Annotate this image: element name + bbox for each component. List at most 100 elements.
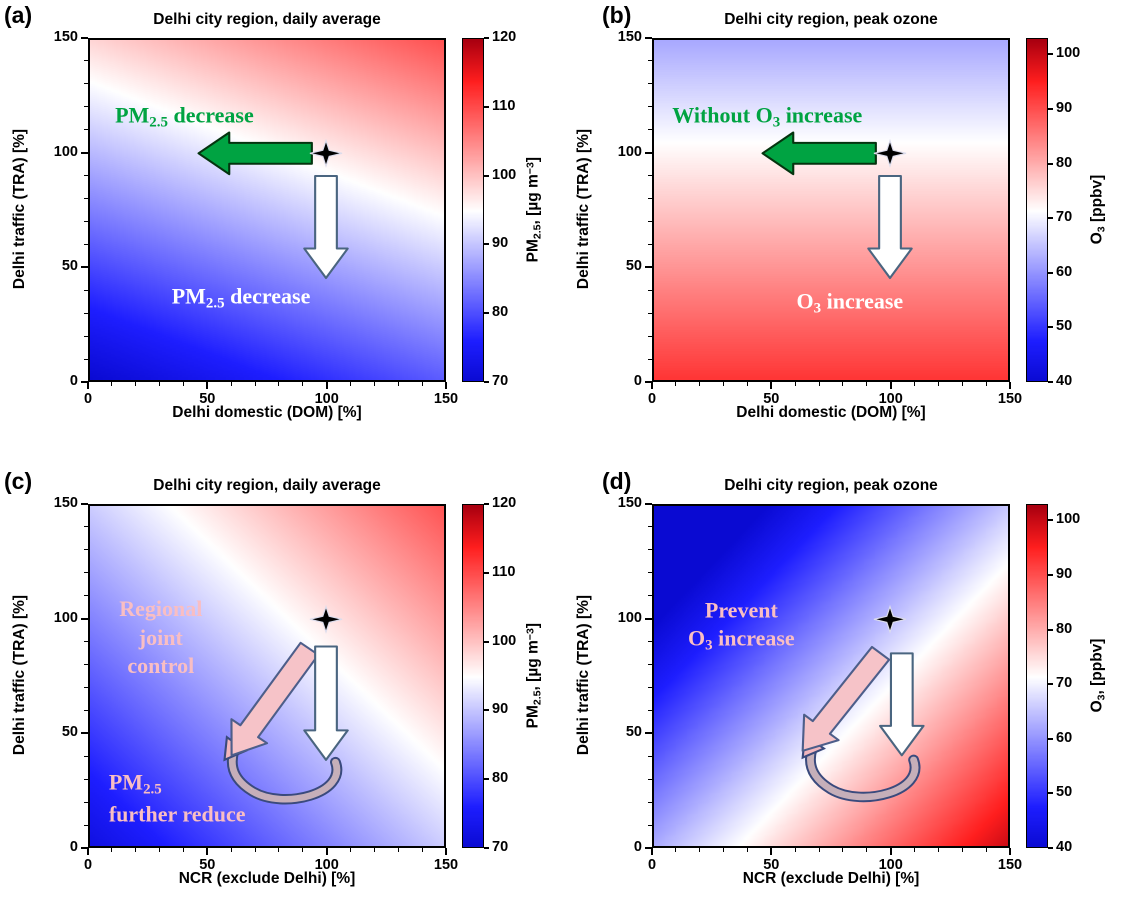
x-minor-tick — [183, 382, 184, 386]
colorbar-tick-label: 70 — [1056, 209, 1073, 226]
colorbar-tick-label: 100 — [1056, 45, 1081, 62]
x-minor-tick — [278, 848, 280, 852]
colorbar-tick-label: 60 — [1056, 263, 1073, 280]
x-tick-mark — [889, 382, 892, 389]
x-tick-label: 50 — [763, 857, 780, 873]
y-minor-tick — [84, 312, 88, 314]
annotation-text-segment: PM — [115, 102, 150, 128]
x-tick-mark — [445, 382, 447, 389]
colorbar-tick-mark — [484, 381, 489, 383]
y-tick-mark — [81, 37, 88, 39]
colorbar-label-segment: [ppbv] — [1088, 174, 1106, 227]
annotation-overlay — [801, 604, 925, 803]
colorbar-tick-label: 40 — [1056, 839, 1073, 855]
annotation-text-segment: control — [127, 652, 195, 678]
annotation-line: Without O3 increase — [672, 101, 862, 132]
x-tick-label: 0 — [647, 857, 657, 873]
y-minor-tick — [648, 221, 652, 222]
y-minor-tick — [648, 83, 652, 85]
x-tick-mark — [325, 848, 328, 855]
colorbar-tick-label: 110 — [492, 97, 516, 114]
x-tick-label: 100 — [878, 391, 903, 407]
x-tick-label: 100 — [314, 857, 339, 873]
x-minor-tick — [747, 848, 748, 852]
colorbar-tick-label: 90 — [1056, 100, 1073, 116]
colorbar-label: PM2.5, [µg m−3] — [524, 38, 543, 382]
x-tick-mark — [770, 382, 773, 389]
x-minor-tick — [302, 382, 304, 386]
y-tick-label: 50 — [61, 258, 78, 275]
x-minor-tick — [699, 382, 701, 386]
x-minor-tick — [937, 848, 939, 852]
y-tick-label: 100 — [617, 143, 642, 160]
y-minor-tick — [84, 221, 88, 222]
annotation-line: joint — [119, 623, 202, 651]
x-minor-tick — [723, 382, 725, 386]
y-tick-label: 150 — [53, 29, 78, 45]
y-minor-tick — [84, 129, 88, 131]
colorbar-label-segment: ] — [524, 157, 542, 163]
colorbar-label-segment: 2.5 — [531, 224, 544, 240]
annotation-text-segment: 2.5 — [143, 781, 162, 798]
colorbar-tick-mark — [484, 243, 489, 246]
x-minor-tick — [183, 848, 184, 852]
colorbar-tick-mark — [1048, 683, 1053, 686]
annotation-text: PM2.5 decrease — [172, 283, 311, 314]
block-arrow — [197, 131, 313, 176]
x-tick-label: 150 — [433, 857, 459, 873]
y-tick-label: 100 — [53, 609, 78, 626]
x-minor-tick — [278, 382, 280, 386]
star-marker — [873, 604, 907, 634]
y-axis-label: Delhi traffic (TRA) [%] — [575, 594, 592, 756]
y-minor-tick — [648, 289, 652, 291]
y-tick-mark — [81, 732, 88, 735]
colorbar-tick-mark — [484, 571, 489, 574]
y-minor-tick — [648, 595, 652, 597]
colorbar-tick-label: 80 — [492, 304, 509, 321]
colorbar-label-segment: O — [1088, 700, 1106, 713]
colorbar-tick-label: 80 — [492, 770, 509, 787]
colorbar-tick-mark — [1048, 108, 1053, 110]
y-tick-mark — [645, 617, 652, 620]
colorbar-label-segment: , [µg m — [524, 640, 542, 691]
x-minor-tick — [914, 382, 915, 386]
x-tick-mark — [325, 382, 328, 389]
y-minor-tick — [648, 243, 652, 245]
x-tick-label: 0 — [83, 391, 93, 407]
curved-arrow — [228, 747, 341, 803]
y-minor-tick — [648, 687, 652, 688]
x-minor-tick — [699, 848, 701, 852]
annotation-text-segment: 2.5 — [149, 114, 168, 131]
panel-letter: (c) — [4, 468, 33, 494]
plot-title: Delhi city region, peak ozone — [724, 477, 938, 494]
annotation-text-segment: increase — [712, 625, 795, 651]
y-tick-label: 0 — [633, 839, 642, 855]
colorbar-tick-label: 70 — [492, 373, 509, 389]
y-tick-label: 150 — [617, 29, 642, 45]
x-tick-mark — [87, 382, 89, 389]
x-tick-label: 150 — [997, 857, 1023, 873]
star-marker — [309, 604, 343, 634]
x-tick-label: 50 — [763, 391, 780, 407]
annotation-text-segment: 3 — [813, 300, 822, 317]
colorbar-tick-label: 40 — [1056, 373, 1073, 389]
panel-letter: (a) — [4, 2, 33, 28]
x-minor-tick — [254, 848, 256, 852]
y-minor-tick — [84, 243, 88, 245]
y-minor-tick — [84, 824, 88, 826]
x-minor-tick — [866, 382, 868, 386]
y-minor-tick — [84, 709, 88, 711]
x-tick-mark — [206, 848, 209, 855]
colorbar-tick-mark — [1048, 271, 1053, 274]
x-tick-mark — [651, 848, 653, 855]
x-tick-label: 0 — [83, 857, 93, 873]
y-minor-tick — [84, 641, 88, 643]
annotation-line: O3 increase — [797, 287, 904, 318]
x-minor-tick — [421, 382, 423, 386]
panel-b: (b) Delhi city region, peak ozone Delhi tr… — [564, 0, 1128, 456]
colorbar-tick-mark — [484, 847, 489, 849]
annotation-text-segment: O — [796, 288, 814, 314]
x-tick-mark — [445, 848, 447, 855]
x-minor-tick — [985, 382, 987, 386]
x-minor-tick — [723, 848, 725, 852]
